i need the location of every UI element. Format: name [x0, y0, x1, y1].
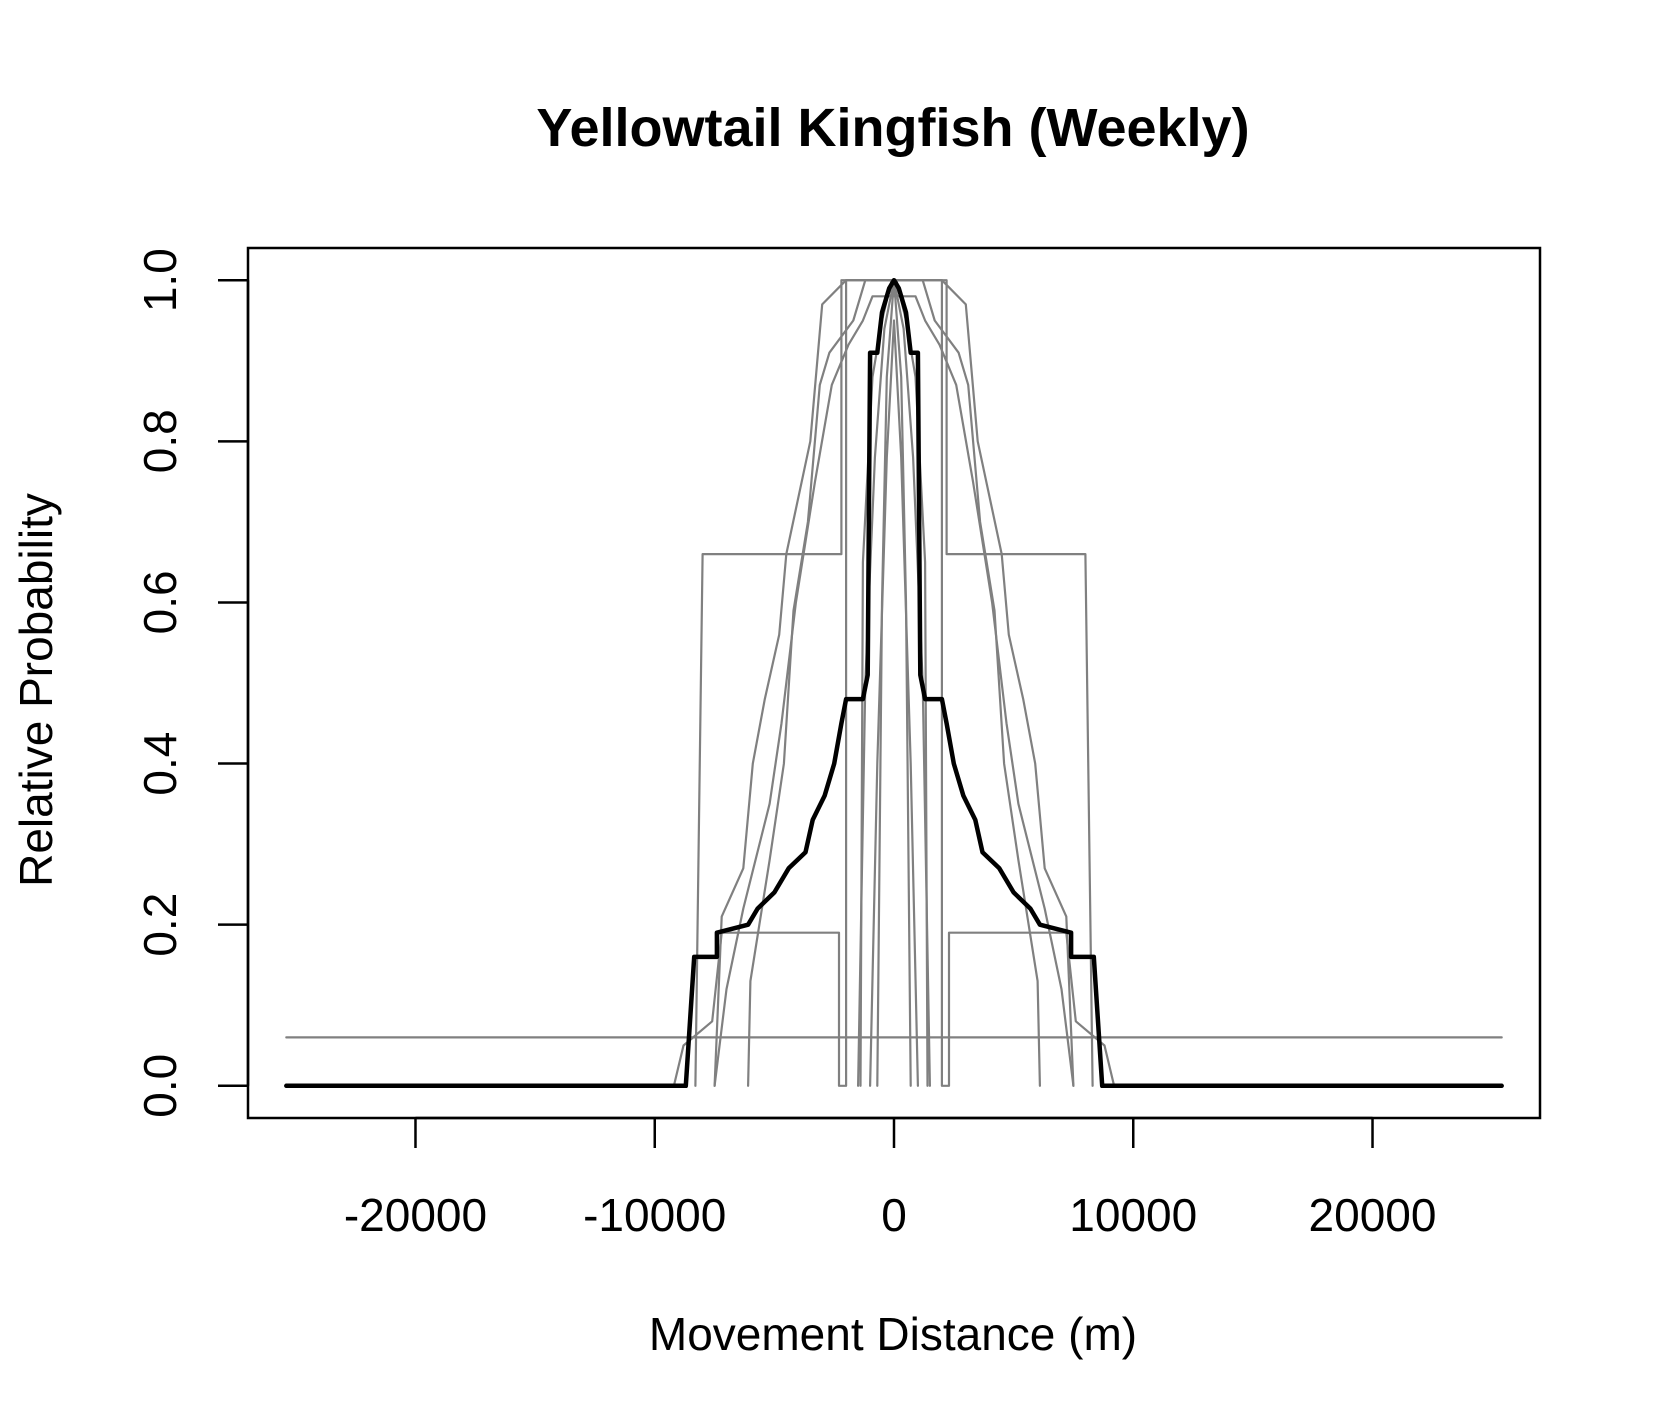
chart-title: Yellowtail Kingfish (Weekly) — [536, 98, 1249, 158]
x-tick-label: 0 — [881, 1189, 907, 1241]
x-tick-label: 10000 — [1069, 1189, 1197, 1241]
y-tick-label: 0.8 — [134, 409, 186, 473]
y-tick-label: 0.6 — [134, 570, 186, 634]
y-axis-label: Relative Probability — [10, 493, 62, 887]
x-axis-label: Movement Distance (m) — [649, 1308, 1137, 1360]
x-axis: -20000 -10000 0 10000 20000 — [344, 1116, 1437, 1241]
series-line-mean — [284, 277, 1504, 1089]
series-line-individual-9 — [868, 319, 920, 1087]
series-layer — [284, 277, 1504, 1089]
x-tick-label: 20000 — [1309, 1189, 1437, 1241]
y-tick-label: 0.2 — [134, 893, 186, 957]
y-tick-label: 0.0 — [134, 1054, 186, 1118]
y-tick-label: 0.4 — [134, 732, 186, 796]
y-axis: 0.0 0.2 0.4 0.6 0.8 1.0 — [134, 248, 250, 1118]
x-tick-label: -20000 — [344, 1189, 487, 1241]
y-tick-label: 1.0 — [134, 248, 186, 312]
series-line-individual-5 — [713, 295, 1075, 1087]
x-tick-label: -10000 — [583, 1189, 726, 1241]
